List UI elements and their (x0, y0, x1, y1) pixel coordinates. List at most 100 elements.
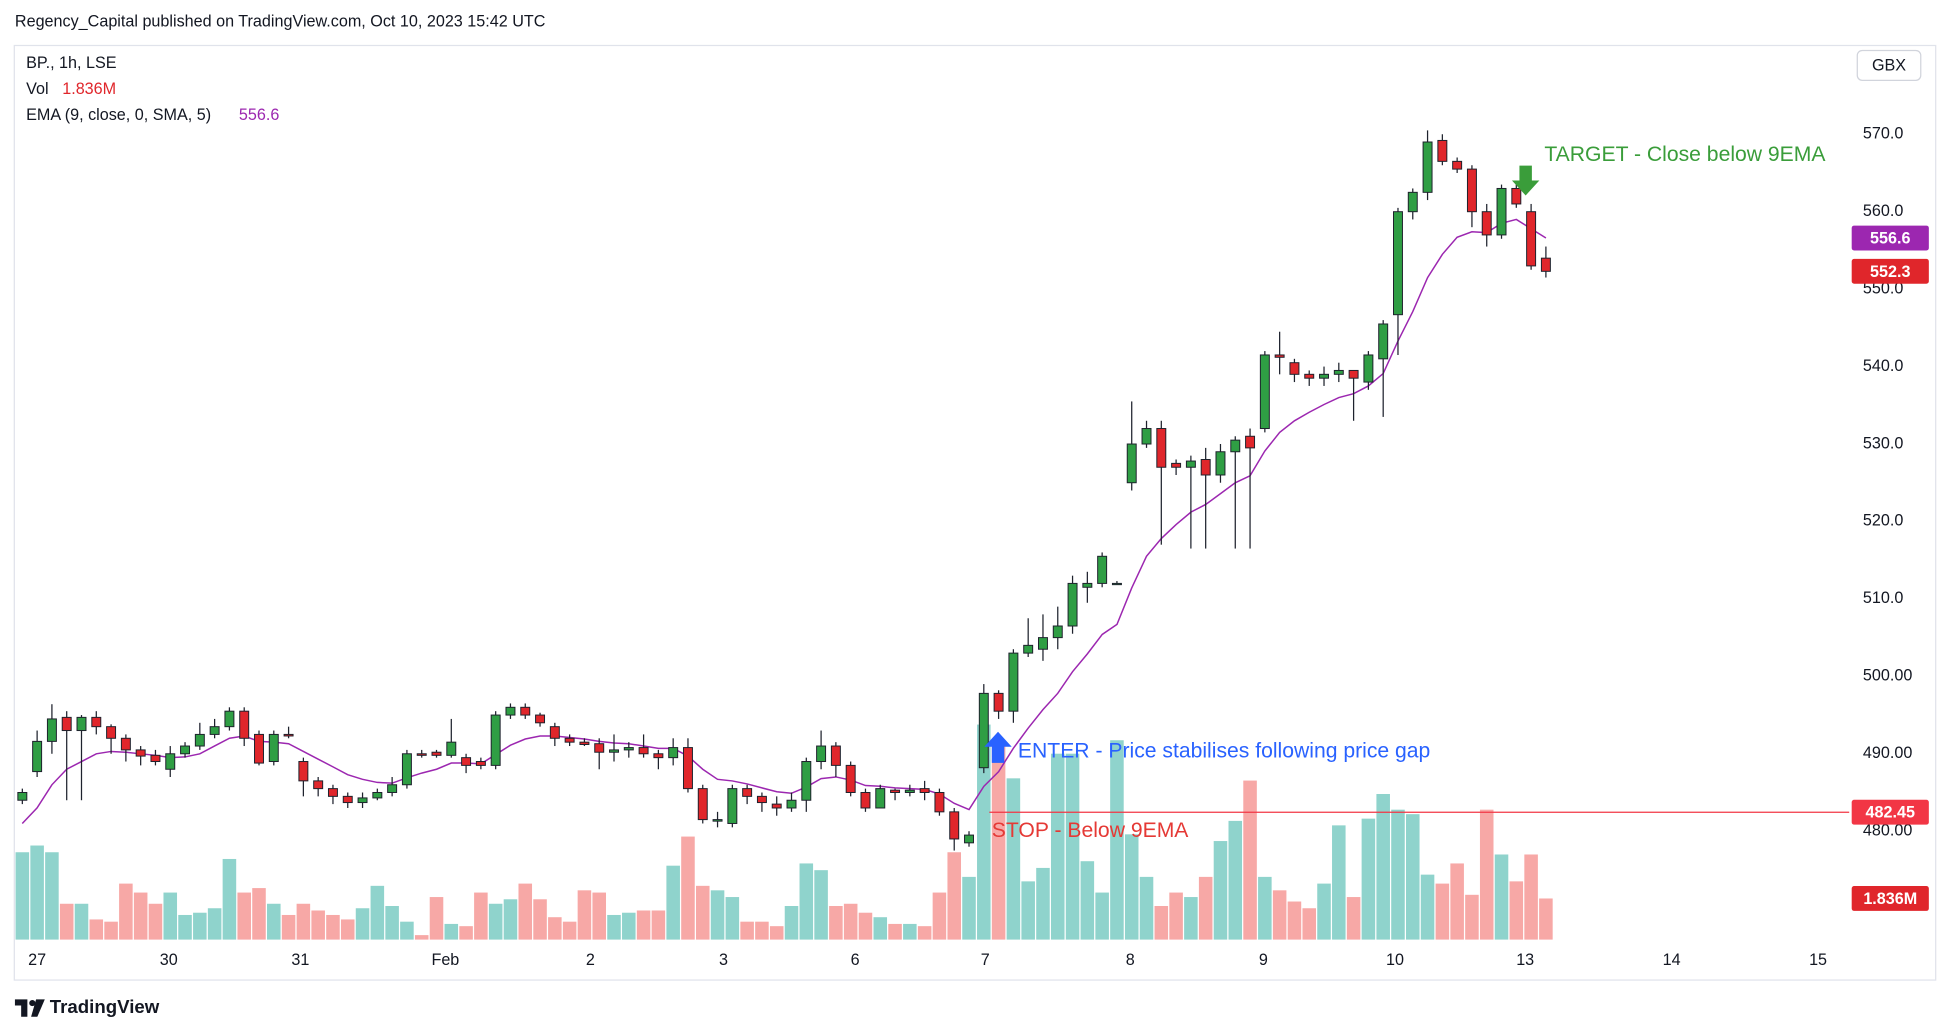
volume-bar (1006, 778, 1021, 940)
volume-bar (784, 906, 799, 940)
candle-body (712, 819, 723, 822)
annotation: TARGET - Close below 9EMA (1544, 143, 1826, 166)
candle-body (416, 753, 427, 756)
volume-bar (1361, 818, 1376, 940)
volume-bar (1479, 809, 1494, 940)
candle-body (816, 745, 827, 763)
volume-bar (459, 926, 473, 940)
volume-bar (326, 914, 340, 940)
candle-body (1319, 373, 1329, 379)
volume-bar (1420, 874, 1435, 940)
candle-body (1245, 435, 1256, 449)
x-tick-label: 8 (1126, 951, 1135, 969)
x-tick-label: 14 (1663, 951, 1681, 969)
y-tick-label: 510.0 (1863, 589, 1903, 607)
y-tick-label: 570.0 (1863, 125, 1903, 143)
candle-body (727, 788, 738, 824)
tradingview-logo (14, 999, 45, 1017)
ema-legend-value: 556.6 (239, 106, 279, 124)
volume-bar (932, 892, 947, 940)
volume-bar (681, 836, 695, 940)
volume-bar (178, 914, 192, 940)
volume-bar (1036, 867, 1050, 940)
candle-body (1407, 191, 1418, 213)
candle-body (934, 791, 945, 813)
volume-bar (1169, 892, 1183, 940)
chart-frame (13, 44, 1937, 981)
candle-body (372, 791, 383, 799)
candle-body (1171, 462, 1182, 468)
candle-body (135, 749, 146, 757)
candle-body (1037, 637, 1048, 650)
volume-bar (1065, 753, 1080, 940)
candle-body (1481, 211, 1492, 236)
volume-bar (1539, 898, 1553, 940)
candle-body (830, 745, 841, 766)
volume-bar (725, 897, 740, 940)
candle-body (1052, 625, 1063, 639)
candle-body (1111, 582, 1122, 586)
y-tick-label: 540.0 (1863, 357, 1903, 375)
volume-bar (1228, 820, 1243, 940)
volume-bar (903, 923, 917, 940)
y-tick-label: 560.0 (1863, 202, 1903, 220)
volume-bar (1405, 814, 1420, 940)
volume-bar (488, 903, 503, 940)
volume-bar (962, 876, 976, 940)
volume-legend: Vol (26, 80, 48, 98)
volume-bar (400, 921, 414, 940)
x-tick-label: 13 (1516, 951, 1534, 969)
volume-bar (533, 899, 547, 940)
candle-body (638, 747, 649, 755)
candle-body (327, 788, 338, 797)
volume-bar (947, 852, 961, 940)
volume-bar (163, 892, 178, 940)
volume-bar (666, 865, 680, 940)
x-tick-label: 3 (719, 951, 728, 969)
currency-button[interactable] (1856, 49, 1922, 81)
candle-body (61, 716, 72, 732)
volume-bar (474, 892, 488, 940)
candle-body (653, 753, 664, 759)
volume-bar (311, 910, 325, 940)
volume-bar (991, 742, 1006, 940)
volume-bar (222, 858, 237, 940)
volume-bar (858, 912, 873, 940)
volume-bar (1272, 890, 1287, 940)
volume-bar (607, 914, 621, 940)
currency-label[interactable]: GBX (1872, 56, 1906, 74)
volume-bar (1021, 881, 1035, 940)
candle-body (1363, 354, 1374, 383)
volume-bar (577, 890, 592, 940)
volume-bar (843, 903, 858, 940)
volume-bar (829, 906, 843, 940)
candle-body (875, 788, 886, 809)
volume-bar (1435, 883, 1450, 940)
ema-price-tag-box (1851, 225, 1929, 251)
volume-bar (340, 919, 355, 940)
candle-body (1156, 428, 1167, 468)
y-tick-label: 550.0 (1863, 279, 1903, 297)
x-tick-label: Feb (431, 951, 459, 969)
volume-bar (977, 724, 991, 940)
candle-body (401, 753, 412, 786)
candle-body (1393, 211, 1403, 316)
candle-body (1304, 373, 1315, 379)
candle-body (1452, 160, 1463, 170)
volume-bar (1139, 876, 1154, 940)
volume-tag: 1.836M (1863, 890, 1917, 908)
ema-legend: EMA (9, close, 0, SMA, 5) (26, 106, 211, 124)
volume-bar (562, 921, 577, 940)
x-tick-label: 10 (1386, 951, 1404, 969)
candle-body (890, 789, 901, 793)
last-price-tag: 552.3 (1870, 263, 1910, 281)
volume-bar (1124, 834, 1139, 940)
volume-bar (710, 890, 725, 940)
candle-body (475, 761, 486, 766)
candle-body (535, 714, 546, 724)
candle-body (357, 797, 368, 804)
candle-body (461, 757, 472, 766)
candle-body (298, 761, 309, 782)
volume-bar (622, 912, 636, 940)
